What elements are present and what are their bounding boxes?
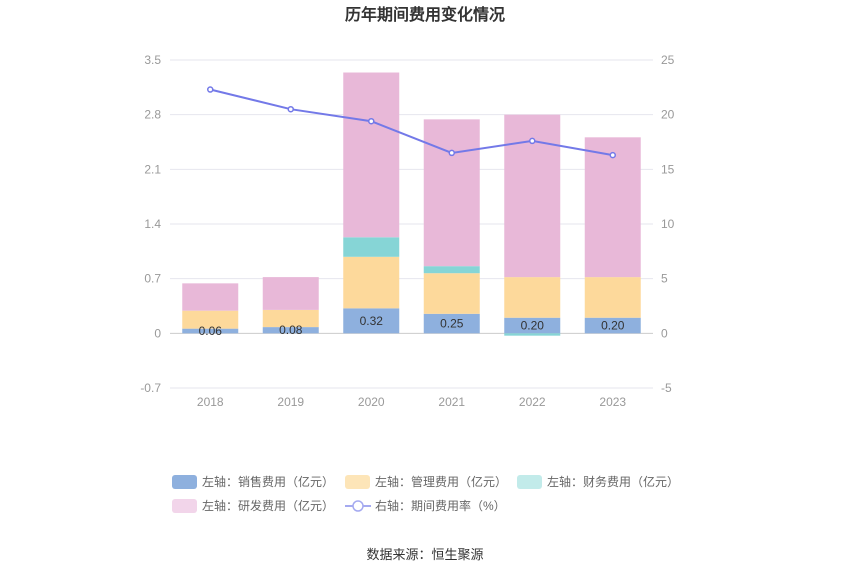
bar-segment [262,309,319,328]
bar-segment [584,277,641,318]
rate-line-point [207,86,214,93]
legend-label: 左轴：管理费用（亿元） [375,474,507,489]
rate-line-path [210,88,613,157]
bar-segment [182,328,239,334]
legend-swatch [172,499,197,513]
bar-segment [262,277,319,310]
bar-data-label: 0.08 [279,323,303,337]
bar-segment [504,277,561,318]
legend-swatch [345,475,370,489]
left-tick-label: 1.4 [144,217,161,231]
source-text: 数据来源：恒生聚源 [366,547,483,562]
bar-data-label: 0.32 [360,314,384,328]
left-tick-label: 2.8 [144,108,161,122]
x-tick-label: 2023 [599,395,626,409]
x-tick-label: 2018 [197,395,224,409]
legend-swatch [172,475,197,489]
legend-label: 左轴：财务费用（亿元） [547,474,679,489]
right-tick-label: 10 [661,217,675,231]
chart-title: 历年期间费用变化情况 [345,5,505,24]
left-tick-label: -0.7 [140,381,161,395]
bars [182,72,641,336]
bar-segment [423,119,480,267]
right-tick-label: 25 [661,53,675,67]
rate-line [207,86,616,159]
right-tick-label: -5 [661,381,672,395]
bar-data-label: 0.06 [199,324,223,338]
bar-segment [343,256,400,309]
bar-segment [182,283,239,311]
right-axis-ticks: 25 20 15 10 5 0 -5 [661,53,675,395]
bar-segment [504,317,561,334]
right-tick-label: 15 [661,162,675,176]
x-axis-ticks: 2018 2019 2020 2021 2022 2023 [197,395,627,409]
x-tick-label: 2022 [519,395,546,409]
bar-segment [343,308,400,334]
right-tick-label: 20 [661,108,675,122]
right-tick-label: 0 [661,326,668,340]
bar-segment [584,137,641,278]
bar-segment [423,313,480,334]
right-tick-label: 5 [661,272,668,286]
x-tick-label: 2020 [358,395,385,409]
grid-lines [170,59,653,389]
bar-segment [423,273,480,314]
bar-labels: 0.06 0.08 0.32 0.25 0.20 0.20 [199,314,625,338]
bar-data-label: 0.20 [601,319,625,333]
legend-label: 右轴：期间费用率（%） [375,498,506,513]
legend: 左轴：销售费用（亿元） 左轴：管理费用（亿元） 左轴：财务费用（亿元） 左轴：研发费用… [172,474,679,513]
left-axis-ticks: 3.5 2.8 2.1 1.4 0.7 0 -0.7 [140,53,161,395]
rate-line-point [368,117,375,125]
rate-line-point [609,151,616,159]
bar-segment [423,266,480,274]
bar-segment [504,333,561,336]
x-tick-label: 2019 [277,395,304,409]
legend-label: 左轴：销售费用（亿元） [202,474,334,489]
left-tick-label: 0 [154,326,161,340]
x-tick-label: 2021 [438,395,465,409]
rate-line-point [448,149,455,157]
bar-data-label: 0.25 [440,317,464,331]
legend-swatch [517,475,542,489]
bar-segment [584,317,641,334]
left-tick-label: 3.5 [144,53,161,67]
left-tick-label: 0.7 [144,272,161,286]
legend-label: 左轴：研发费用（亿元） [202,498,334,513]
left-tick-label: 2.1 [144,162,161,176]
bar-segment [343,72,400,238]
legend-line-marker [352,500,364,512]
rate-line-point [287,105,294,113]
bar-segment [182,310,239,329]
bar-segment [262,327,319,334]
rate-line-point [529,137,536,145]
bar-data-label: 0.20 [521,319,545,333]
bar-segment [343,237,400,257]
